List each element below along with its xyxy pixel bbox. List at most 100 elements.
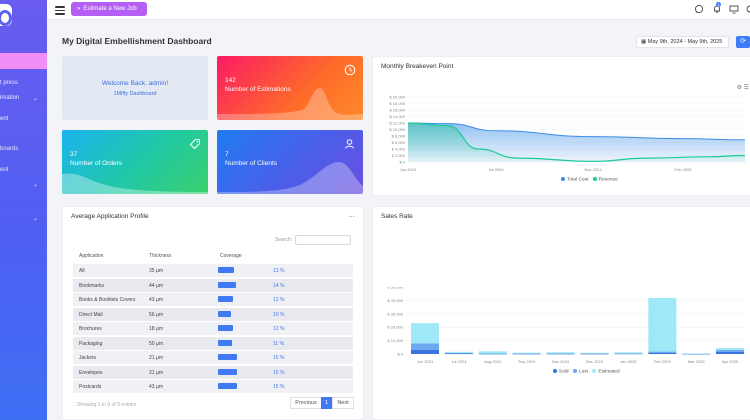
chevron-down-icon: ⌄ (33, 216, 39, 222)
top-bar: » Estimate a New Job 1 (47, 0, 750, 20)
bar-sold (411, 349, 439, 354)
y-tick-label: $ 10,000 (387, 338, 403, 343)
legend-dot-lost (572, 369, 577, 373)
bar-lost (444, 352, 473, 354)
y-tick-label: $ 50,000 (387, 287, 403, 290)
clients-card[interactable]: 7 Number of Clients (217, 130, 363, 194)
orders-label: Number of Orders (70, 160, 123, 167)
bar-lost (716, 349, 745, 352)
legend-dot-sold (553, 369, 557, 373)
y-tick-label: $ 20,000 (389, 95, 405, 100)
coverage-bar (218, 296, 233, 302)
column-coverage[interactable]: Coverage (220, 253, 242, 259)
bar-estimated (682, 353, 711, 354)
chevron-down-icon: ⌄ (33, 182, 39, 188)
thickness-cell: 21 µm (149, 369, 163, 376)
column-thickness[interactable]: Thickness (149, 253, 172, 259)
bar-estimated (546, 352, 575, 354)
sidebar: t press imation ⌄ ent boards ent ⌄ ⌄ (0, 0, 47, 420)
welcome-title: Welcome Back, admin! (101, 80, 169, 87)
bar-lost (614, 353, 643, 354)
bar-estimated (716, 347, 745, 350)
sidebar-item-dashboards[interactable]: boards (0, 146, 19, 152)
sales-title: Sales Rate (381, 213, 413, 220)
bar-lost (411, 343, 439, 350)
y-tick-label: $ 20,000 (387, 325, 403, 330)
breakeven-panel: Monthly Breakeven Point ⚙ ☰ $ 20,000 $ 18… (372, 56, 750, 196)
orders-card[interactable]: 37 Number of Orders (62, 130, 208, 194)
settings-icon[interactable]: ⚙ ☰ (736, 85, 749, 91)
chevron-down-icon: ⌄ (33, 96, 39, 102)
table-row[interactable]: Postcards 43 µm 15 % (73, 380, 353, 393)
x-tick-label: Dec 2024 (586, 359, 604, 364)
table-row[interactable]: Books & Booklets Covers 43 µm 12 % (73, 293, 353, 306)
date-range-text: May 9th, 2024 - May 9th, 2025 (647, 39, 723, 45)
refresh-icon: ⟳ (740, 38, 746, 45)
application-cell: Postcards (79, 384, 102, 390)
application-cell: Direct Mail (79, 311, 103, 318)
notification-badge: 1 (716, 2, 721, 7)
estimations-card[interactable]: 142 Number of Estimations (217, 56, 363, 120)
sidebar-item-management[interactable]: ent (0, 116, 9, 122)
settings-icon[interactable] (745, 4, 750, 14)
application-cell: All (79, 268, 85, 274)
thickness-cell: 21 µm (149, 355, 163, 361)
y-tick-label: $ 0 (399, 160, 405, 165)
x-tick-label: Jul 2024 (488, 167, 504, 172)
orders-wave (62, 173, 208, 194)
coverage-bar (218, 339, 232, 346)
chat-icon[interactable] (694, 4, 704, 14)
legend-sold: Sold (559, 369, 569, 375)
legend-lost: Lost (578, 369, 589, 375)
bar-estimated (478, 351, 507, 354)
table-row[interactable]: Jackets 21 µm 15 % (73, 351, 353, 364)
profile-title: Average Application Profile (71, 213, 149, 220)
estimate-new-job-button[interactable]: » Estimate a New Job (71, 2, 147, 16)
table-row[interactable]: Brochures 18 µm 12 % (73, 322, 353, 335)
sidebar-item-active[interactable] (0, 53, 47, 69)
monitor-icon[interactable] (729, 4, 739, 14)
y-tick-label: $ 8,000 (392, 134, 406, 139)
y-tick-label: $ 0 (397, 352, 403, 357)
bar-lost (648, 351, 677, 353)
date-range-picker[interactable]: ▦ May 9th, 2024 - May 9th, 2025 (636, 36, 729, 48)
coverage-cell: 11 % (273, 340, 285, 347)
table-row[interactable]: Packaging 50 µm 11 % (73, 336, 353, 350)
coverage-cell: 14 % (273, 282, 285, 289)
sidebar-item-estimation[interactable]: imation (0, 95, 20, 101)
x-tick-label: Jan 2025 (620, 359, 637, 364)
application-cell: Bookmarks (79, 282, 105, 289)
sidebar-item-press[interactable]: t press (0, 80, 19, 86)
estimate-label: Estimate a New Job (83, 6, 137, 12)
search-input[interactable] (295, 235, 351, 245)
previous-page-button[interactable]: Previous (290, 397, 322, 409)
welcome-card: Welcome Back, admin! 1Miffy Dashboard (62, 56, 208, 120)
forward-icon: » (77, 6, 81, 12)
menu-icon[interactable] (55, 6, 65, 15)
more-options-icon[interactable]: … (348, 212, 355, 219)
application-cell: Envelopes (79, 369, 103, 376)
table-row[interactable]: Bookmarks 44 µm 14 % (73, 278, 353, 292)
bar-sold (444, 353, 473, 355)
x-tick-label: Nov 2024 (552, 359, 570, 364)
bar-estimated (648, 297, 677, 352)
legend-estimated: Estimated (598, 369, 620, 375)
app-logo[interactable] (0, 4, 12, 26)
next-page-button[interactable]: Next (332, 397, 354, 409)
sidebar-item-account[interactable]: ent (0, 167, 9, 173)
legend-dot-revenue (592, 177, 597, 181)
x-tick-label: Nov 2024 (584, 167, 602, 172)
refresh-button[interactable]: ⟳ (736, 36, 750, 48)
coverage-bar (218, 325, 233, 331)
table-row[interactable]: All 35 µm 13 % (73, 264, 353, 277)
x-tick-label: Jun 2024 (400, 167, 417, 172)
bar-lost (478, 353, 507, 355)
table-row[interactable]: Direct Mail 56 µm 10 % (73, 307, 353, 321)
breakeven-chart: $ 20,000$ 18,000 $ 16,000$ 14,000 $ 12,000… (389, 95, 746, 172)
column-application[interactable]: Application (79, 253, 104, 259)
x-tick-label: Jul 2024 (451, 359, 467, 364)
page-1-button[interactable]: 1 (321, 397, 332, 409)
table-row[interactable]: Envelopes 21 µm 15 % (73, 365, 353, 379)
application-cell: Books & Booklets Covers (79, 297, 136, 303)
coverage-bar (218, 310, 231, 317)
